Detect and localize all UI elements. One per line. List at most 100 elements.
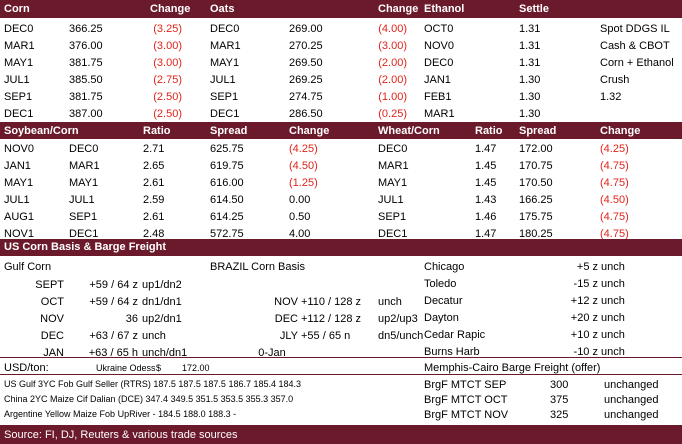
ethanol-settle: 1.30: [519, 74, 541, 86]
soy-corn-spread: 614.50: [210, 194, 244, 206]
location-change: unch: [601, 261, 625, 273]
corn-price: 381.75: [69, 57, 103, 69]
gulf-month: SEPT: [35, 279, 64, 291]
soy-month: JUL1: [4, 194, 30, 206]
header-corn: Corn: [4, 3, 30, 15]
soy-corn-ratio: 2.59: [143, 194, 165, 206]
wheat-month: SEP1: [378, 211, 407, 223]
barge-price: 375: [550, 394, 569, 406]
oats-price: 269.50: [289, 57, 323, 69]
wheat-corn-spread: 170.75: [519, 160, 553, 172]
corn-price: 366.25: [69, 23, 103, 35]
corn-change: (3.00): [153, 57, 182, 69]
wheat-corn-change: (4.75): [600, 228, 629, 240]
soy-corn-change: 4.00: [289, 228, 311, 240]
soy-corn-spread: 619.75: [210, 160, 244, 172]
ethanol-month: NOV0: [424, 40, 454, 52]
location-name: Chicago: [424, 261, 465, 273]
oats-month: DEC1: [210, 108, 240, 120]
oats-month: MAR1: [210, 40, 241, 52]
brazil-month: DEC: [274, 313, 298, 325]
soy-month: NOV1: [4, 228, 34, 240]
brazil-change: unch: [378, 296, 402, 308]
ddgs-note: Spot DDGS IL: [600, 23, 670, 35]
corn-change: (3.00): [153, 40, 182, 52]
location-change: unch: [601, 312, 625, 324]
wheat-corn-ratio: 1.45: [475, 160, 497, 172]
header-ethanol: Ethanol: [424, 3, 465, 15]
header-soybean-corn: Soybean/Corn: [4, 125, 79, 137]
soy-corn-spread: 625.75: [210, 143, 244, 155]
oats-price: 269.00: [289, 23, 323, 35]
soy-corn-change: 0.00: [289, 194, 311, 206]
wheat-corn-change: (4.25): [600, 143, 629, 155]
header-spread-2: Spread: [519, 125, 557, 137]
oats-change: (2.00): [378, 57, 407, 69]
header-change-1: Change: [289, 125, 330, 137]
wheat-corn-change: (4.75): [600, 211, 629, 223]
wheat-corn-change: (4.50): [600, 194, 629, 206]
gulf-month: NOV: [40, 313, 64, 325]
wheat-month: DEC0: [378, 143, 408, 155]
ddgs-note: Crush: [600, 74, 630, 86]
corn-month: MAY1: [4, 57, 34, 69]
wheat-month: MAY1: [378, 177, 408, 189]
location-name: Dayton: [424, 312, 459, 324]
oats-change: (2.00): [378, 74, 407, 86]
header-change-corn: Change: [150, 3, 191, 15]
wheat-corn-ratio: 1.47: [475, 228, 497, 240]
soy-month: AUG1: [4, 211, 34, 223]
oats-change: (1.00): [378, 91, 407, 103]
header-change-oats: Change: [378, 3, 419, 15]
gulf-corn-label: Gulf Corn: [4, 261, 52, 273]
ethanol-settle: 1.30: [519, 108, 541, 120]
soy-corn-change: (4.25): [289, 143, 318, 155]
ethanol-settle: 1.31: [519, 57, 541, 69]
oats-month: JUL1: [210, 74, 236, 86]
ukraine-price: 172.00: [182, 363, 210, 373]
gulf-basis: +59 / 64 z: [89, 296, 138, 308]
ethanol-month: JAN1: [424, 74, 451, 86]
price-series: US Gulf 3YC Fob Gulf Seller (RTRS) 187.5…: [4, 379, 302, 389]
header-change-2: Change: [600, 125, 641, 137]
ethanol-month: DEC0: [424, 57, 454, 69]
oats-month: MAY1: [210, 57, 240, 69]
gulf-change: up2/dn1: [142, 313, 182, 325]
ethanol-month: MAR1: [424, 108, 455, 120]
wheat-corn-spread: 172.00: [519, 143, 553, 155]
location-basis: +10 z: [570, 329, 598, 341]
brazil-change: up2/up3: [378, 313, 418, 325]
barge-contract: BrgF MTCT SEP: [424, 379, 507, 391]
gulf-basis: 36: [125, 313, 138, 325]
wheat-corn-spread: 166.25: [519, 194, 553, 206]
wheat-month: JUL1: [378, 194, 404, 206]
corn-month: DEC0: [69, 143, 99, 155]
header-oats: Oats: [210, 3, 235, 15]
gulf-basis: +63 / 67 z: [89, 330, 138, 342]
wheat-corn-spread: 170.50: [519, 177, 553, 189]
corn-month: JUL1: [4, 74, 30, 86]
divider-1: [0, 357, 682, 358]
barge-status: unchanged: [604, 379, 659, 391]
corn-month: DEC1: [4, 108, 34, 120]
corn-change: (2.75): [153, 74, 182, 86]
barge-status: unchanged: [604, 394, 659, 406]
brazil-month: JLY: [279, 330, 298, 342]
source-footer-bar: Source: FI, DJ, Reuters & various trade …: [0, 425, 682, 444]
gulf-month: DEC: [40, 330, 64, 342]
gulf-change: unch/dn1: [142, 347, 188, 359]
corn-month: MAY1: [69, 177, 99, 189]
soy-corn-ratio: 2.65: [143, 160, 165, 172]
oats-change: (3.00): [378, 40, 407, 52]
header-ratio-2: Ratio: [475, 125, 503, 137]
corn-price: 376.00: [69, 40, 103, 52]
soy-corn-change: (4.50): [289, 160, 318, 172]
location-basis: +20 z: [570, 312, 598, 324]
corn-month: SEP1: [69, 211, 98, 223]
corn-month: SEP1: [4, 91, 33, 103]
soy-corn-ratio: 2.48: [143, 228, 165, 240]
gulf-month: JAN: [43, 347, 64, 359]
wheat-month: DEC1: [378, 228, 408, 240]
ethanol-settle: 1.31: [519, 40, 541, 52]
corn-month: DEC0: [4, 23, 34, 35]
